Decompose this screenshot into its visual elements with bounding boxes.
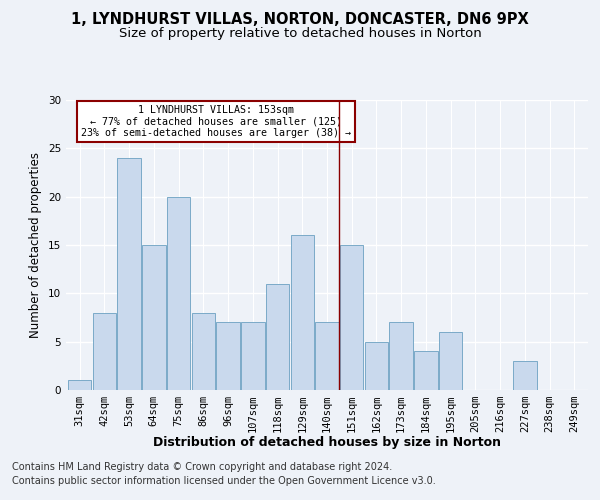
Bar — [365, 342, 388, 390]
Bar — [142, 245, 166, 390]
Text: 1 LYNDHURST VILLAS: 153sqm
← 77% of detached houses are smaller (125)
23% of sem: 1 LYNDHURST VILLAS: 153sqm ← 77% of deta… — [80, 105, 350, 138]
Bar — [241, 322, 265, 390]
Bar — [118, 158, 141, 390]
Text: 1, LYNDHURST VILLAS, NORTON, DONCASTER, DN6 9PX: 1, LYNDHURST VILLAS, NORTON, DONCASTER, … — [71, 12, 529, 28]
Bar — [315, 322, 339, 390]
Bar — [266, 284, 289, 390]
Bar — [439, 332, 463, 390]
Bar — [340, 245, 364, 390]
Text: Size of property relative to detached houses in Norton: Size of property relative to detached ho… — [119, 28, 481, 40]
Bar — [92, 312, 116, 390]
Text: Contains public sector information licensed under the Open Government Licence v3: Contains public sector information licen… — [12, 476, 436, 486]
Y-axis label: Number of detached properties: Number of detached properties — [29, 152, 43, 338]
Bar — [513, 361, 536, 390]
Bar — [414, 352, 438, 390]
Text: Distribution of detached houses by size in Norton: Distribution of detached houses by size … — [153, 436, 501, 449]
Bar — [290, 236, 314, 390]
Text: Contains HM Land Registry data © Crown copyright and database right 2024.: Contains HM Land Registry data © Crown c… — [12, 462, 392, 472]
Bar — [389, 322, 413, 390]
Bar — [68, 380, 91, 390]
Bar — [191, 312, 215, 390]
Bar — [216, 322, 240, 390]
Bar — [167, 196, 190, 390]
